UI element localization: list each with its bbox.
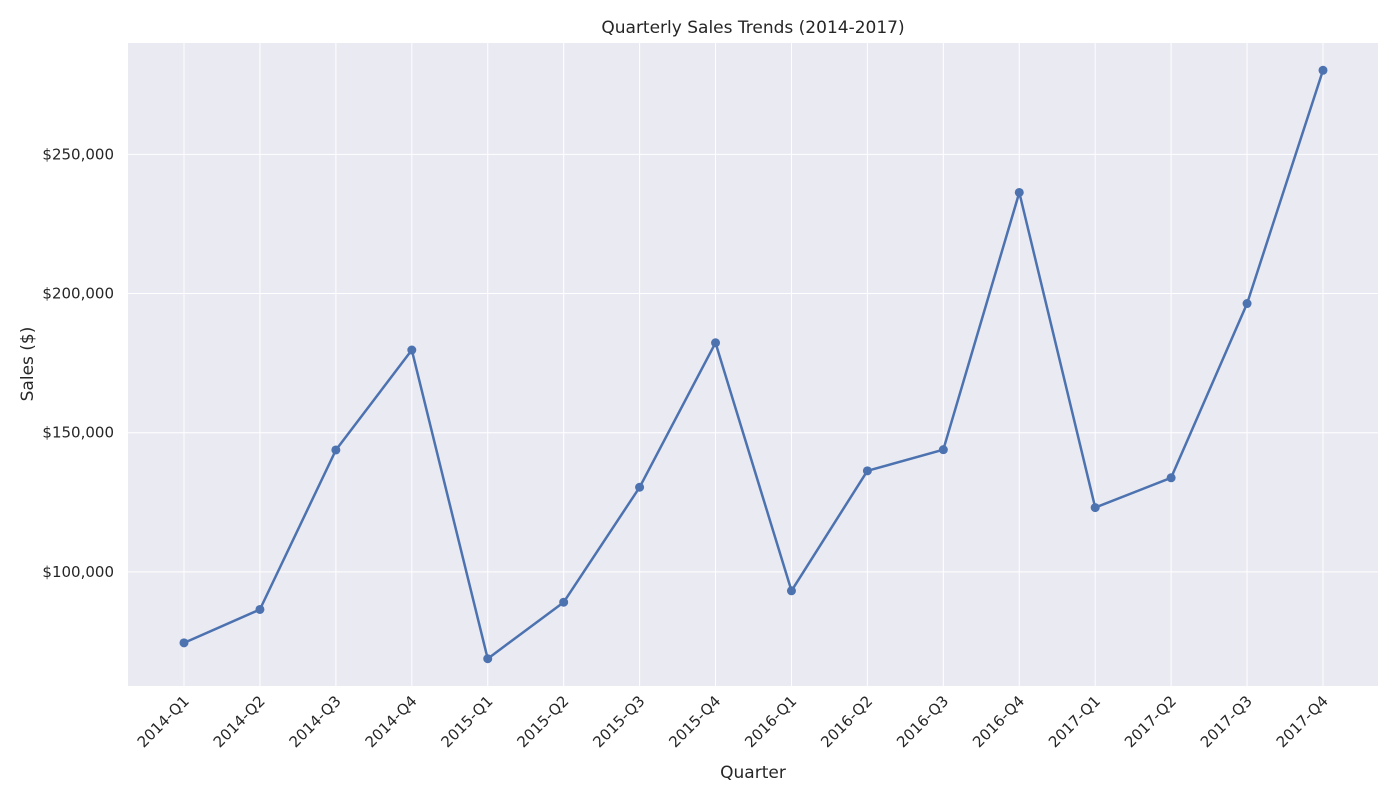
data-point (179, 638, 189, 648)
x-tick-label: 2016-Q4 (969, 692, 1028, 751)
y-tick-label: $150,000 (42, 424, 114, 442)
data-point (331, 445, 341, 455)
data-point (862, 466, 872, 476)
data-point (1014, 187, 1024, 197)
data-point (483, 654, 493, 664)
data-point (635, 482, 645, 492)
data-point (407, 345, 417, 355)
x-tick-label: 2015-Q2 (513, 692, 572, 751)
data-point (786, 586, 796, 596)
x-tick-label: 2014-Q4 (362, 692, 421, 751)
y-tick-label: $100,000 (42, 563, 114, 581)
x-tick-label: 2016-Q3 (893, 692, 952, 751)
x-tick-label: 2017-Q1 (1045, 692, 1104, 751)
data-point (1318, 65, 1328, 75)
y-axis-ticks: $100,000 $150,000 $200,000 $250,000 (42, 145, 114, 581)
x-tick-label: 2016-Q2 (817, 692, 876, 751)
y-tick-label: $200,000 (42, 285, 114, 303)
series-layer (179, 65, 1328, 664)
x-tick-label: 2014-Q1 (134, 692, 193, 751)
data-point (1090, 503, 1100, 513)
y-tick-label: $250,000 (42, 145, 114, 163)
data-point (938, 445, 948, 455)
data-point (255, 604, 265, 614)
x-tick-label: 2015-Q4 (665, 692, 724, 751)
x-tick-label: 2014-Q2 (210, 692, 269, 751)
chart-title: Quarterly Sales Trends (2014-2017) (601, 18, 904, 38)
data-point (559, 597, 569, 607)
x-tick-label: 2015-Q1 (438, 692, 497, 751)
plot-area (128, 43, 1378, 686)
data-point (711, 338, 721, 348)
data-point (1242, 299, 1252, 309)
x-tick-label: 2015-Q3 (589, 692, 648, 751)
x-tick-label: 2017-Q3 (1197, 692, 1256, 751)
grid-layer (128, 43, 1378, 686)
x-tick-label: 2017-Q2 (1121, 692, 1180, 751)
x-tick-label: 2016-Q1 (741, 692, 800, 751)
x-axis-title: Quarter (720, 763, 786, 783)
series-line (183, 69, 1325, 660)
x-tick-label: 2017-Q4 (1273, 692, 1332, 751)
y-axis-title: Sales ($) (18, 327, 38, 402)
x-axis-ticks: 2014-Q1 2014-Q2 2014-Q3 2014-Q4 2015-Q1 2015-… (134, 692, 1332, 751)
data-point (1166, 473, 1176, 483)
x-tick-label: 2014-Q3 (286, 692, 345, 751)
